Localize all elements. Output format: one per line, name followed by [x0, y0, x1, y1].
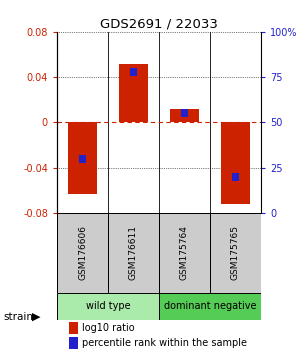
- Bar: [210, 213, 261, 292]
- Text: percentile rank within the sample: percentile rank within the sample: [82, 338, 247, 348]
- Bar: [108, 213, 159, 292]
- Bar: [181, 109, 188, 117]
- Bar: [69, 322, 78, 333]
- Text: wild type: wild type: [86, 301, 130, 311]
- Bar: [170, 109, 199, 122]
- Text: GSM176606: GSM176606: [78, 225, 87, 280]
- Text: dominant negative: dominant negative: [164, 301, 256, 311]
- Text: GSM175765: GSM175765: [231, 225, 240, 280]
- Bar: [68, 122, 97, 194]
- Text: GSM175764: GSM175764: [180, 225, 189, 280]
- Text: log10 ratio: log10 ratio: [82, 323, 135, 333]
- Bar: [232, 173, 239, 181]
- Title: GDS2691 / 22033: GDS2691 / 22033: [100, 18, 218, 31]
- Bar: [79, 155, 86, 162]
- Text: strain: strain: [3, 312, 33, 322]
- Bar: [221, 122, 250, 204]
- Bar: [69, 337, 78, 349]
- Bar: [159, 213, 210, 292]
- Bar: [57, 292, 159, 320]
- Bar: [57, 213, 108, 292]
- Text: GSM176611: GSM176611: [129, 225, 138, 280]
- Bar: [119, 63, 148, 122]
- Bar: [159, 292, 261, 320]
- Bar: [130, 68, 137, 76]
- Text: ▶: ▶: [32, 312, 40, 322]
